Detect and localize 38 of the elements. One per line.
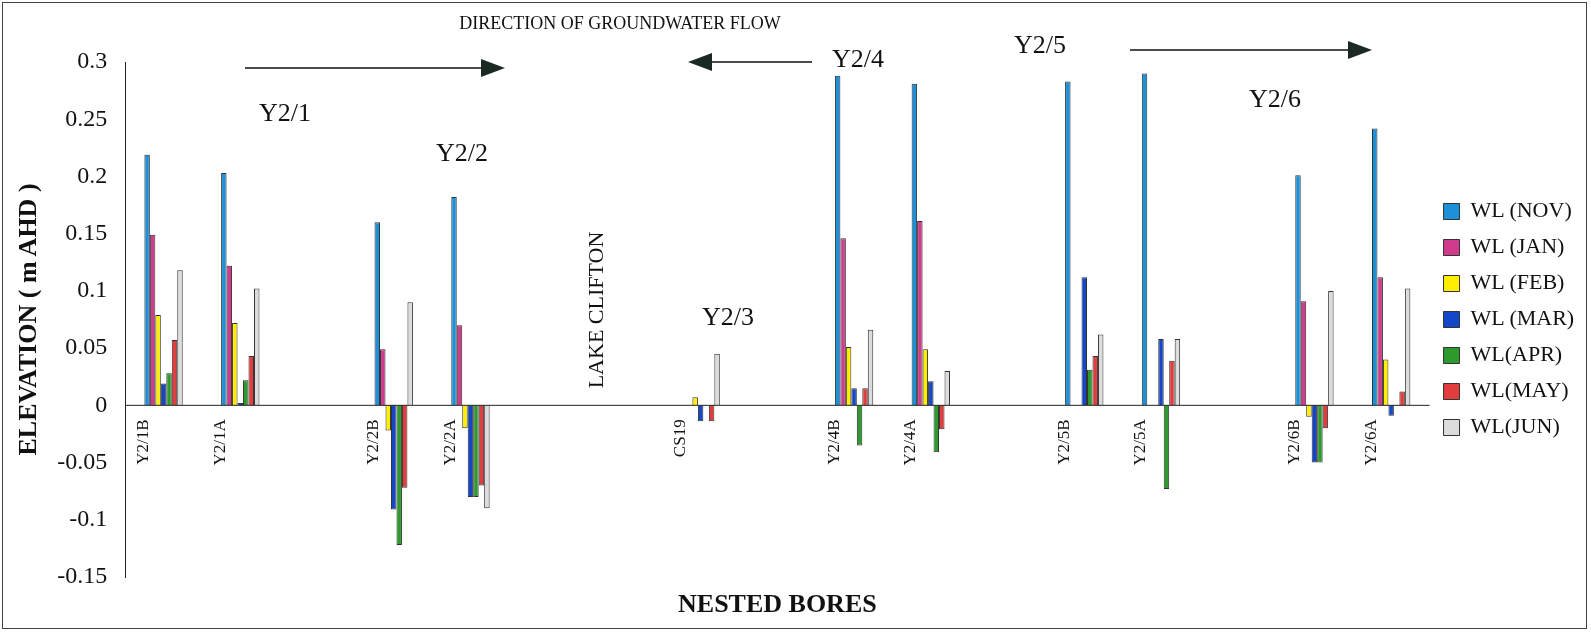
- y-tick-label: -0.15: [57, 562, 108, 589]
- y-axis-title: ELEVATION ( m AHD ): [13, 183, 43, 456]
- annotation: Y2/1: [259, 97, 311, 127]
- x-tick-label: Y2/5A: [1130, 418, 1150, 466]
- legend-label: WL (NOV): [1470, 197, 1572, 223]
- legend-label: WL (FEB): [1470, 269, 1565, 295]
- y-tick-label: -0.05: [57, 447, 108, 474]
- y-tick-label: 0.2: [77, 161, 108, 188]
- annotation: Y2/3: [702, 301, 754, 331]
- x-tick-label: Y2/4B: [823, 419, 843, 465]
- legend-label: WL(APR): [1470, 341, 1563, 367]
- x-tick-label: Y2/6B: [1283, 419, 1303, 465]
- y-tick-label: 0.05: [65, 333, 108, 360]
- x-tick-label: Y2/5B: [1053, 419, 1073, 465]
- x-tick-label: Y2/1A: [209, 418, 229, 466]
- x-tick-label: Y2/1B: [133, 419, 153, 465]
- x-axis-title: NESTED BORES: [678, 588, 877, 618]
- legend-label: WL (MAR): [1470, 305, 1575, 331]
- annotation: Y2/6: [1249, 83, 1301, 113]
- text: DIRECTION OF GROUNDWATER FLOW: [459, 12, 781, 33]
- x-tick-label: Y2/2A: [439, 418, 459, 466]
- x-tick-label: Y2/4A: [900, 418, 920, 466]
- annotation: Y2/2: [436, 137, 488, 167]
- y-tick-label: 0: [95, 390, 108, 417]
- y-tick-label: -0.1: [69, 505, 108, 532]
- legend-label: WL (JAN): [1470, 233, 1565, 259]
- legend-label: WL(MAY): [1470, 377, 1569, 403]
- y-tick-label: 0.3: [77, 47, 108, 74]
- text: Y2/5: [1014, 29, 1066, 59]
- x-tick-label: Y2/6A: [1360, 418, 1380, 466]
- y-tick-label: 0.15: [65, 218, 108, 245]
- legend-label: WL(JUN): [1470, 413, 1560, 439]
- annotation: Y2/4: [832, 43, 884, 73]
- x-tick-label: Y2/2B: [363, 419, 383, 465]
- y-tick-label: 0.1: [77, 276, 108, 303]
- y-tick-label: 0.25: [65, 104, 108, 131]
- annotation: LAKE CLIFTON: [582, 231, 608, 389]
- x-tick-label: CS19: [670, 419, 690, 458]
